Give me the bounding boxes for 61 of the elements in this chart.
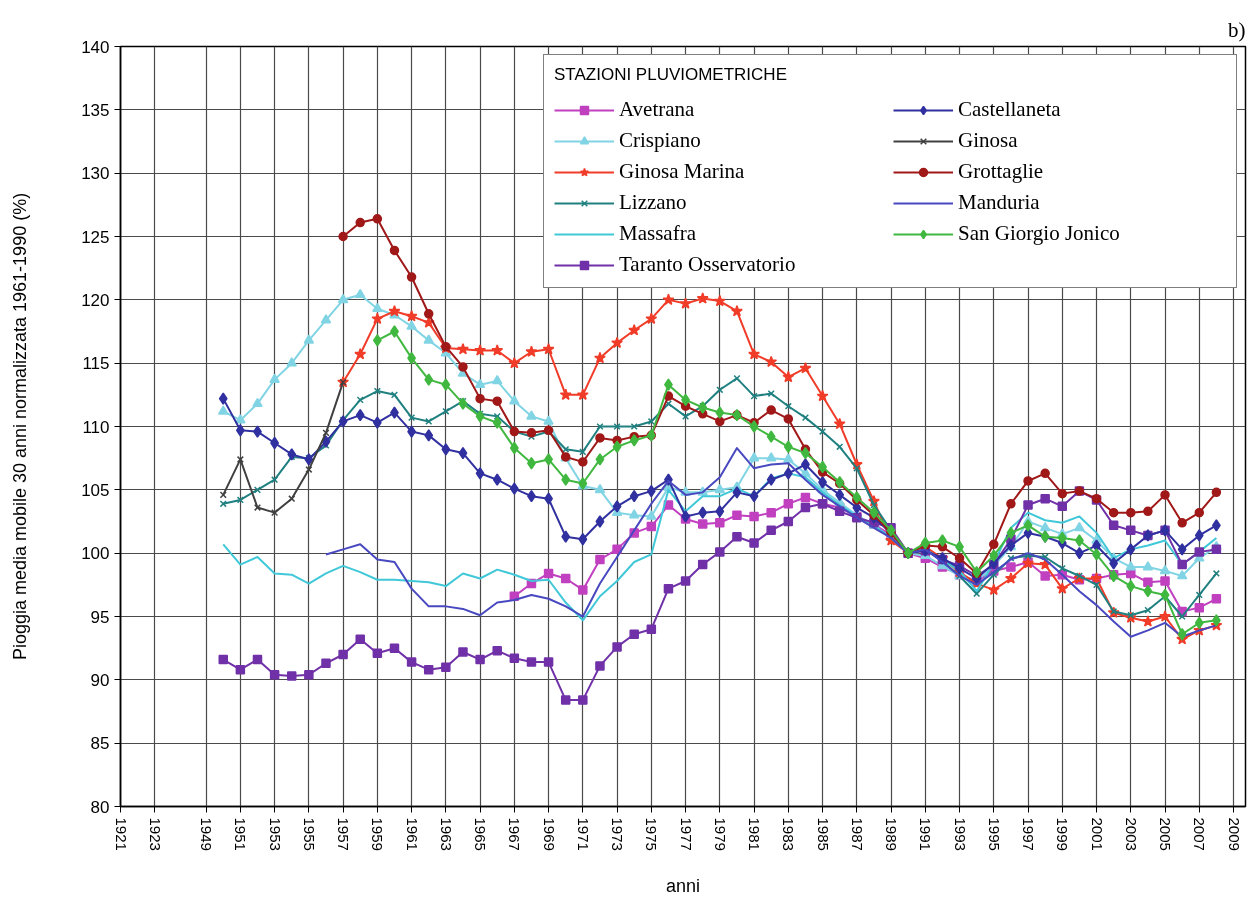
x-tick-label: 1961 (403, 817, 421, 851)
y-tick-label: 110 (82, 417, 110, 437)
legend-label: Ginosa Marina (619, 159, 746, 184)
y-tick-label: 115 (82, 354, 110, 374)
x-tick-label: 1977 (677, 817, 695, 851)
y-tick-label: 125 (81, 227, 110, 247)
legend-label: Lizzano (619, 190, 688, 215)
y-tick-label: 105 (81, 480, 110, 500)
x-tick-label: 1989 (883, 817, 901, 851)
x-tick-label: 1975 (643, 817, 661, 851)
y-tick-label: 130 (81, 164, 110, 184)
x-tick-label: 2007 (1191, 817, 1209, 851)
x-tick-label: 1949 (198, 817, 216, 851)
y-tick-label: 90 (90, 670, 110, 690)
y-axis-title: Pioggia media mobile 30 anni normalizzata 1961-1990 (%) (10, 192, 31, 661)
x-tick-label: 1967 (506, 817, 524, 851)
x-tick-label: 1983 (780, 817, 798, 851)
x-tick-label: 1985 (814, 817, 832, 851)
x-tick-label: 1923 (146, 817, 164, 851)
legend-label: Castellaneta (958, 97, 1062, 122)
x-tick-label: 1969 (540, 817, 558, 851)
x-tick-label: 1991 (917, 817, 935, 851)
legend-label: Ginosa (958, 128, 1019, 153)
legend-label: Grottaglie (958, 159, 1045, 184)
legend-label: Avetrana (619, 97, 696, 122)
x-tick-label: 2005 (1157, 817, 1175, 851)
x-tick-label: 1979 (711, 817, 729, 851)
x-tick-label: 1953 (266, 817, 284, 851)
x-tick-label: 1951 (232, 817, 250, 851)
x-tick-label: 2003 (1122, 817, 1140, 851)
x-tick-label: 1999 (1054, 817, 1072, 851)
y-tick-label: 120 (81, 290, 110, 310)
x-tick-label: 1973 (609, 817, 627, 851)
legend-label: Crispiano (619, 128, 702, 153)
x-tick-label: 1957 (335, 817, 353, 851)
y-tick-label: 135 (81, 100, 110, 120)
x-tick-label: 1981 (746, 817, 764, 851)
x-tick-label: 1995 (985, 817, 1003, 851)
y-tick-label: 140 (81, 37, 110, 57)
legend-label: Manduria (958, 190, 1041, 215)
x-tick-label: 1963 (437, 817, 455, 851)
text: b) (1228, 17, 1246, 42)
x-tick-label: 1987 (848, 817, 866, 851)
x-tick-label: 2009 (1225, 817, 1243, 851)
y-tick-label: 80 (90, 797, 110, 817)
legend-title: STAZIONI PLUVIOMETRICHE (554, 65, 788, 85)
y-tick-label: 95 (90, 607, 110, 627)
legend-label: Taranto Osservatorio (619, 252, 797, 277)
x-tick-label: 1921 (112, 817, 130, 851)
x-axis-title: anni (665, 875, 701, 896)
x-tick-label: 1955 (300, 817, 318, 851)
x-tick-label: 2001 (1088, 817, 1106, 851)
y-tick-label: 85 (90, 734, 110, 754)
x-tick-label: 1965 (472, 817, 490, 851)
x-tick-label: 1959 (369, 817, 387, 851)
x-tick-label: 1993 (951, 817, 969, 851)
y-tick-label: 100 (81, 544, 110, 564)
legend-label: Massafra (619, 221, 697, 246)
x-tick-label: 1971 (574, 817, 592, 851)
x-tick-label: 1997 (1020, 817, 1038, 851)
legend-label: San Giorgio Jonico (958, 221, 1121, 246)
